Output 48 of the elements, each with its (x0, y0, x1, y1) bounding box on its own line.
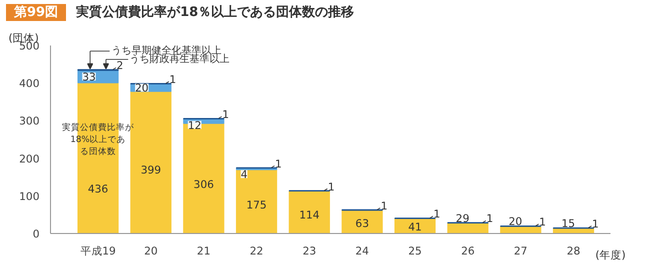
bar (288, 190, 330, 234)
text: 第99図 (6, 4, 66, 21)
total-label: 114 (299, 208, 320, 222)
bar (342, 210, 383, 234)
data-label: 1 (539, 216, 546, 229)
data-label: 20 (135, 82, 149, 95)
data-label: 4 (240, 168, 248, 182)
data-label: 33 (82, 70, 96, 84)
total-label: 41 (408, 220, 422, 234)
data-label: 1 (275, 157, 282, 170)
x-tick-label: 27 (514, 244, 528, 258)
total-label: 29 (456, 212, 470, 225)
x-tick-label: 28 (566, 244, 581, 258)
x-tick-label: 21 (196, 244, 210, 258)
x-tick-label: 24 (355, 244, 370, 258)
data-label: 1 (169, 73, 176, 86)
y-tick-label: 100 (19, 190, 40, 203)
bar (447, 222, 488, 234)
series-label: うち財政再生基準以上 (130, 52, 230, 65)
data-label: 1 (434, 208, 440, 221)
data-label: 1 (486, 212, 494, 226)
total-label: 436 (88, 182, 108, 196)
x-tick-label: 26 (461, 244, 475, 258)
chart-title: 実質公債費比率が18％以上である団体数の推移 (76, 5, 354, 20)
bar (236, 169, 278, 234)
total-label: 15 (561, 217, 576, 230)
x-tick-label: 20 (144, 244, 158, 258)
x-axis-title: (年度) (595, 248, 626, 262)
data-label: 12 (188, 118, 202, 132)
bar (183, 122, 224, 234)
y-tick-label: 200 (19, 152, 40, 166)
data-label: 1 (222, 108, 229, 122)
data-label: 2 (116, 59, 124, 72)
y-tick-label: 300 (19, 114, 40, 128)
y-tick-label: 400 (19, 77, 40, 90)
total-label: 306 (194, 178, 214, 191)
x-tick-label: 平成19 (80, 244, 116, 258)
total-label: 399 (140, 164, 162, 177)
data-label: 1 (592, 217, 599, 230)
data-label: 1 (380, 199, 388, 212)
x-tick-label: 23 (302, 244, 316, 258)
x-tick-label: 22 (250, 244, 264, 258)
y-tick-label: 0 (32, 228, 40, 240)
total-label: 63 (355, 217, 369, 230)
total-label: 175 (246, 198, 267, 212)
data-label: 1 (328, 180, 335, 194)
x-tick-label: 25 (408, 244, 422, 258)
total-label: 20 (508, 215, 522, 228)
